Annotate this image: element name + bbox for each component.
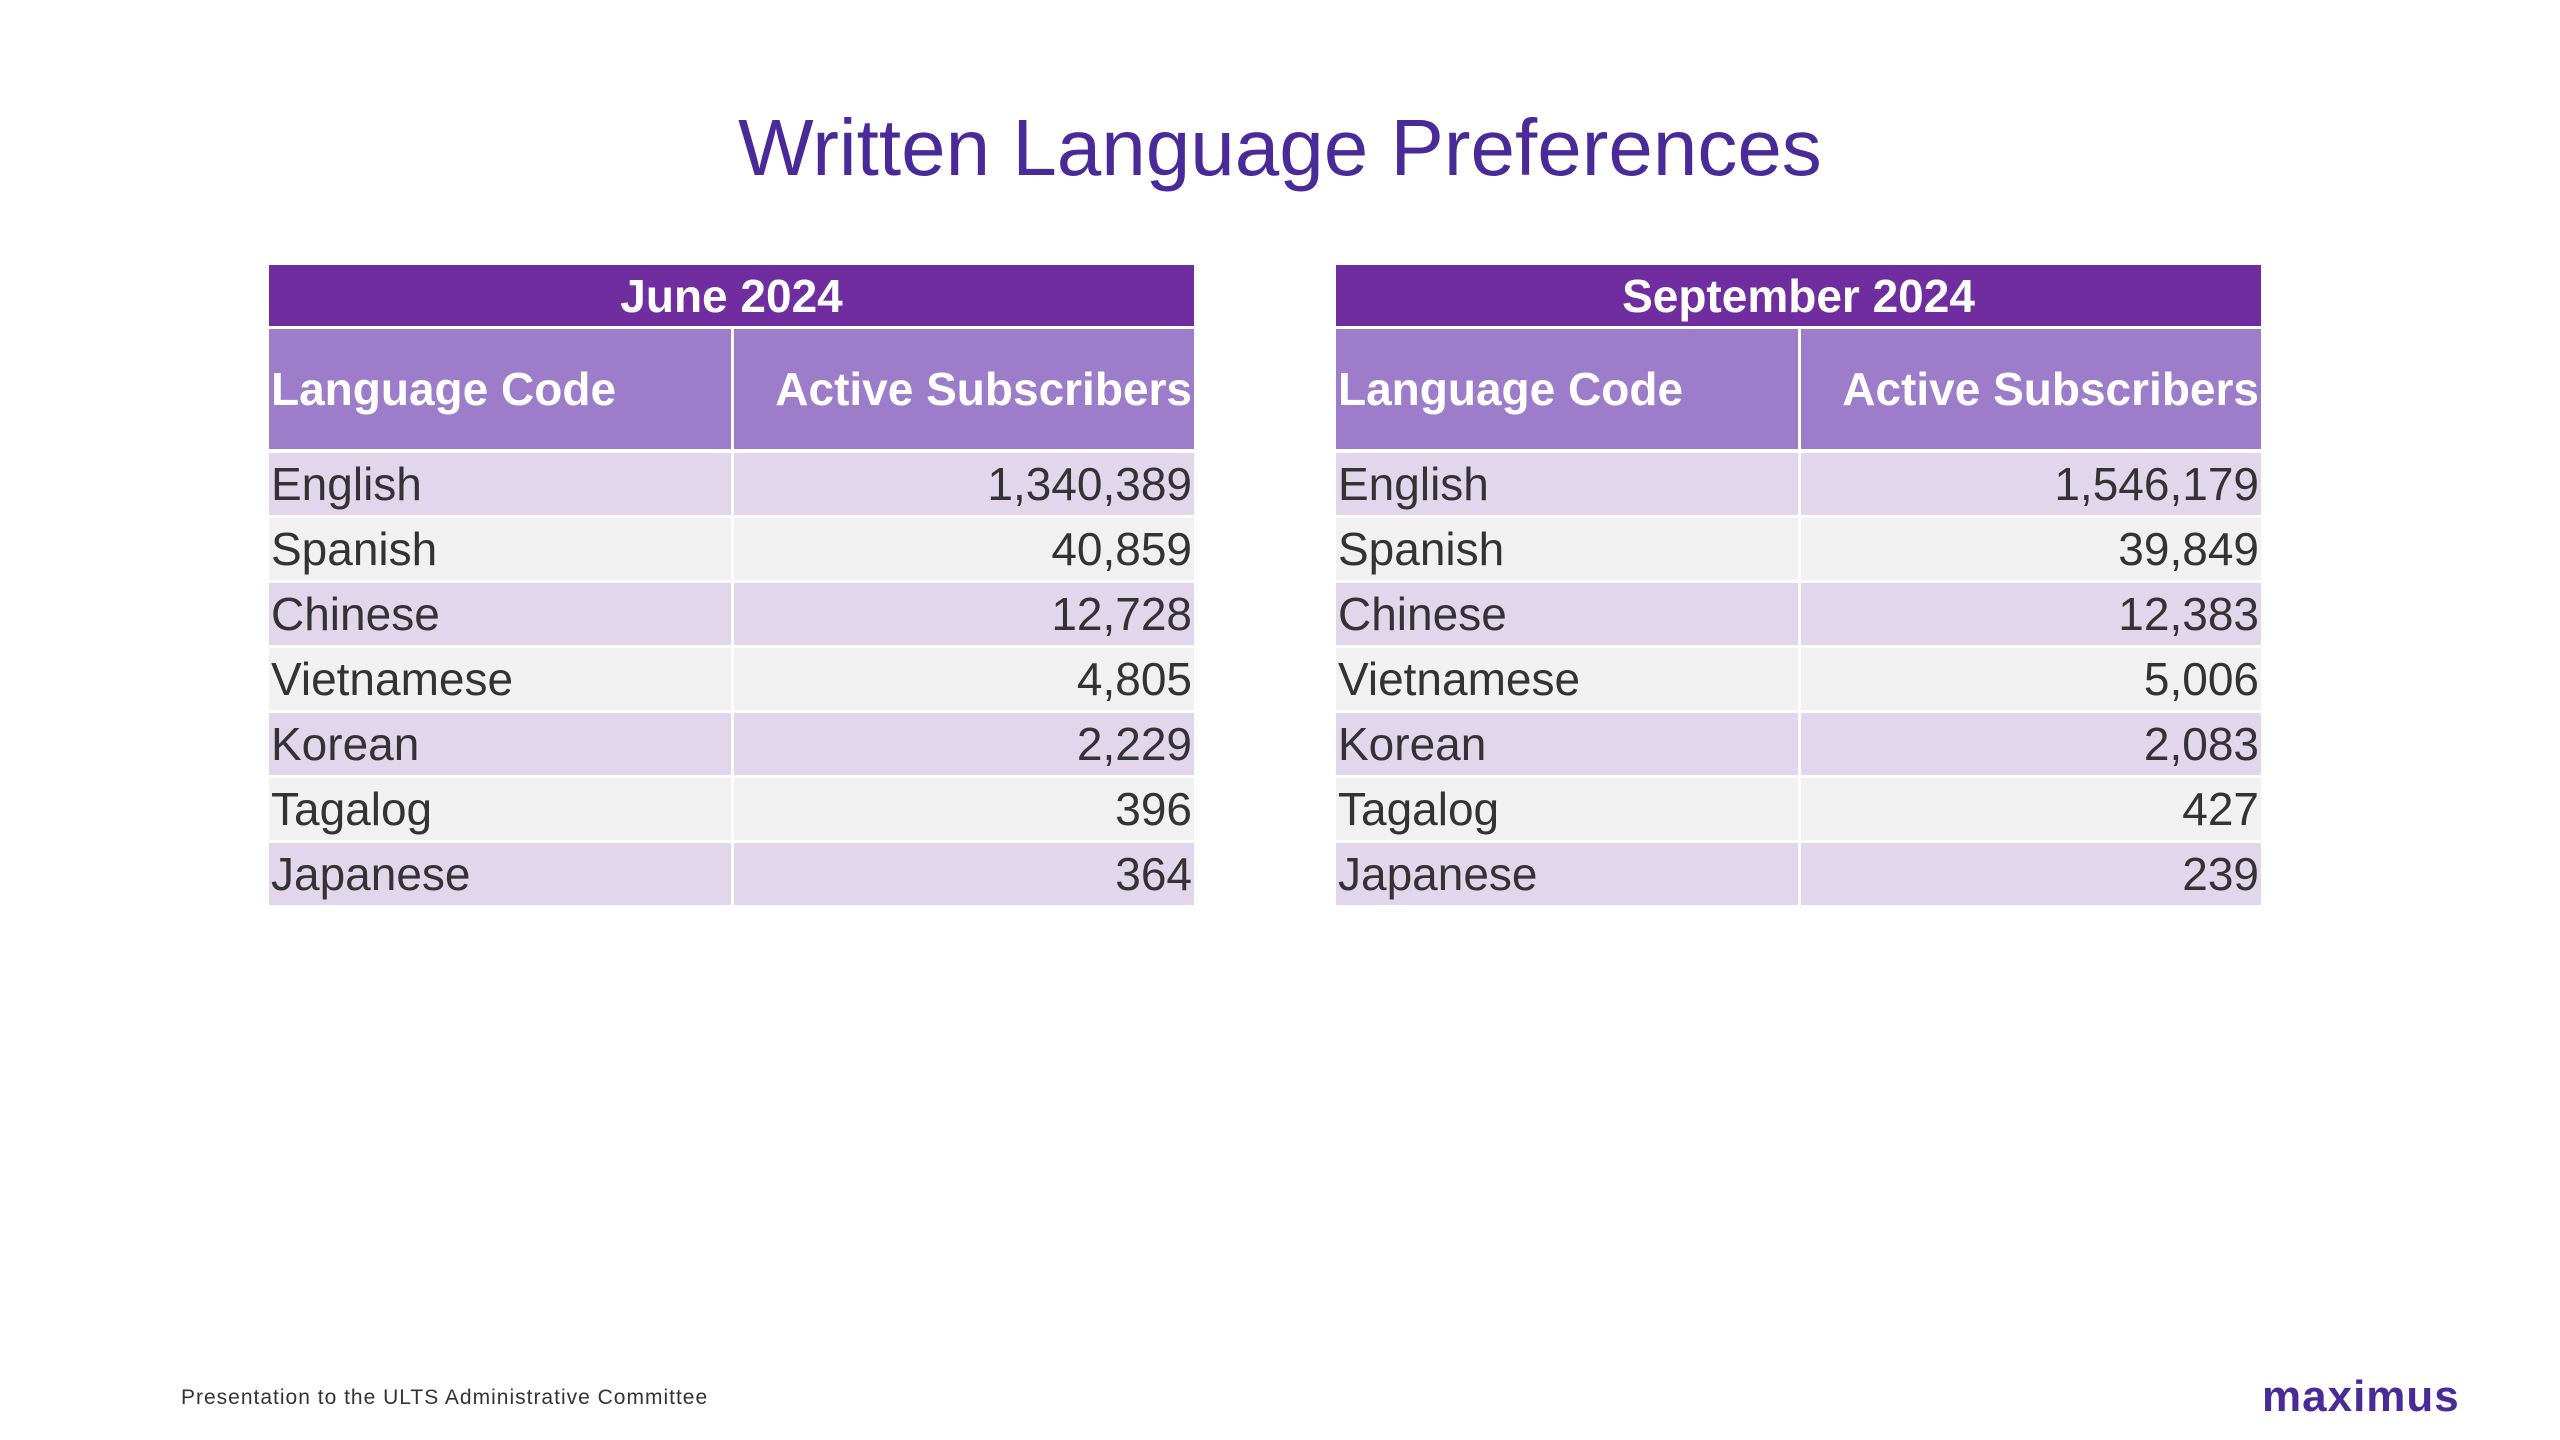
table-row: English 1,546,179 [1336, 453, 2261, 518]
language-cell: Vietnamese [269, 648, 731, 713]
column-header-active-subscribers: Active Subscribers [731, 329, 1195, 453]
table-row: Chinese 12,728 [269, 583, 1195, 648]
language-cell: English [269, 453, 731, 518]
table-row: Chinese 12,383 [1336, 583, 2261, 648]
table-column-header-row: Language Code Active Subscribers [1336, 329, 2261, 453]
subscribers-cell: 427 [1798, 778, 2261, 843]
table-row: Spanish 39,849 [1336, 518, 2261, 583]
table-row: Japanese 239 [1336, 843, 2261, 908]
language-cell: Japanese [1336, 843, 1798, 908]
june-2024-table: June 2024 Language Code Active Subscribe… [269, 265, 1195, 908]
subscribers-cell: 39,849 [1798, 518, 2261, 583]
table-period-row: June 2024 [269, 265, 1195, 329]
subscribers-cell: 2,229 [731, 713, 1195, 778]
subscribers-cell: 364 [731, 843, 1195, 908]
subscribers-cell: 1,546,179 [1798, 453, 2261, 518]
table-column-header-row: Language Code Active Subscribers [269, 329, 1195, 453]
language-cell: Korean [1336, 713, 1798, 778]
subscribers-cell: 12,383 [1798, 583, 2261, 648]
column-header-language-code: Language Code [1336, 329, 1798, 453]
table-period-header: September 2024 [1336, 265, 2261, 329]
table-row: Spanish 40,859 [269, 518, 1195, 583]
language-cell: Spanish [1336, 518, 1798, 583]
language-cell: Korean [269, 713, 731, 778]
column-header-active-subscribers: Active Subscribers [1798, 329, 2261, 453]
table-period-header: June 2024 [269, 265, 1195, 329]
subscribers-cell: 1,340,389 [731, 453, 1195, 518]
language-cell: Chinese [1336, 583, 1798, 648]
subscribers-cell: 396 [731, 778, 1195, 843]
column-header-language-code: Language Code [269, 329, 731, 453]
maximus-logo: maximus [2262, 1372, 2460, 1421]
language-cell: English [1336, 453, 1798, 518]
language-cell: Japanese [269, 843, 731, 908]
table-period-row: September 2024 [1336, 265, 2261, 329]
language-cell: Spanish [269, 518, 731, 583]
subscribers-cell: 2,083 [1798, 713, 2261, 778]
table-row: Korean 2,229 [269, 713, 1195, 778]
subscribers-cell: 5,006 [1798, 648, 2261, 713]
language-cell: Tagalog [1336, 778, 1798, 843]
september-2024-table: September 2024 Language Code Active Subs… [1336, 265, 2261, 908]
subscribers-cell: 12,728 [731, 583, 1195, 648]
slide-title: Written Language Preferences [738, 103, 1822, 192]
table-row: English 1,340,389 [269, 453, 1195, 518]
subscribers-cell: 4,805 [731, 648, 1195, 713]
subscribers-cell: 239 [1798, 843, 2261, 908]
subscribers-cell: 40,859 [731, 518, 1195, 583]
table-row: Vietnamese 5,006 [1336, 648, 2261, 713]
language-cell: Chinese [269, 583, 731, 648]
language-cell: Tagalog [269, 778, 731, 843]
table-row: Tagalog 396 [269, 778, 1195, 843]
footer-text: Presentation to the ULTS Administrative … [181, 1386, 709, 1409]
table-row: Vietnamese 4,805 [269, 648, 1195, 713]
table-row: Tagalog 427 [1336, 778, 2261, 843]
table-row: Japanese 364 [269, 843, 1195, 908]
table-row: Korean 2,083 [1336, 713, 2261, 778]
language-cell: Vietnamese [1336, 648, 1798, 713]
